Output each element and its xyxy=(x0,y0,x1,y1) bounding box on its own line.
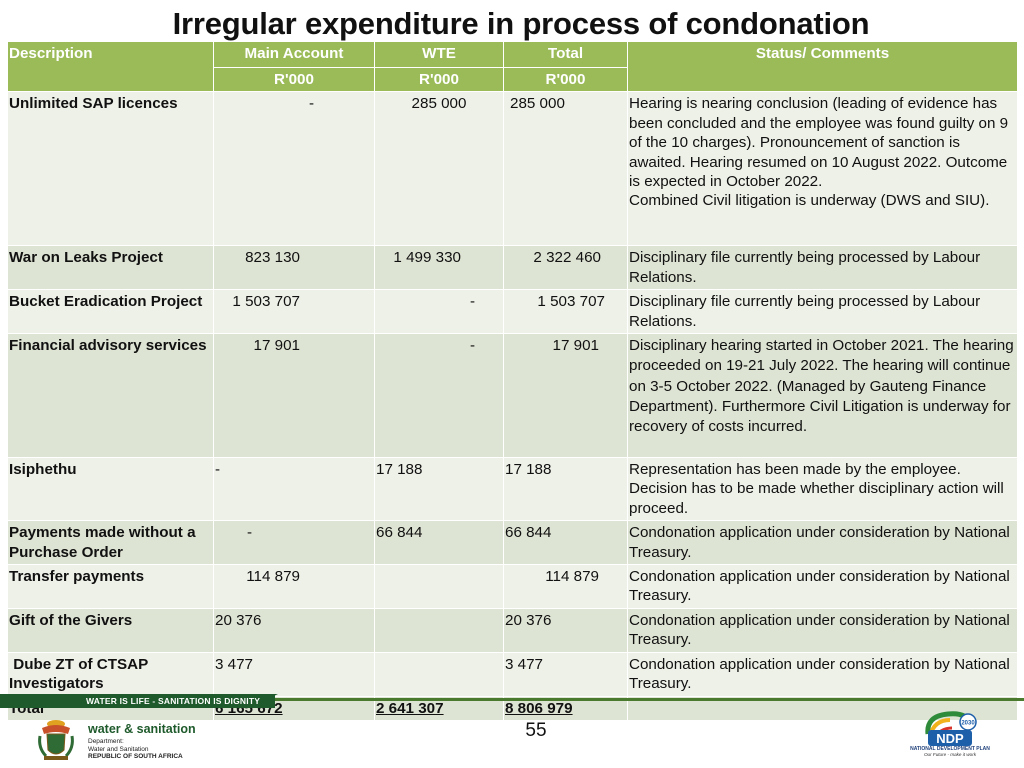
footer-band-line xyxy=(275,698,1024,701)
row-wte: - xyxy=(374,333,504,459)
row-description: Transfer payments xyxy=(7,564,214,609)
row-main-account: 823 130 xyxy=(213,245,375,291)
header-main-account: Main Account xyxy=(213,41,375,68)
row-description: War on Leaks Project xyxy=(7,245,214,291)
dws-sub-line: Water and Sanitation xyxy=(88,745,149,753)
row-total: 1 503 707 xyxy=(503,289,628,335)
row-total: 66 844 xyxy=(503,520,628,566)
row-description: Bucket Eradication Project xyxy=(7,289,214,335)
row-description: Dube ZT of CTSAP Investigators xyxy=(7,651,214,697)
footer-band: WATER IS LIFE - SANITATION IS DIGNITY xyxy=(0,694,1024,716)
row-wte: 1 499 330 xyxy=(374,245,504,291)
header-unit-main: R'000 xyxy=(213,66,375,93)
row-wte xyxy=(374,564,504,609)
row-total: 114 879 xyxy=(503,564,628,609)
dws-sub-line: REPUBLIC OF SOUTH AFRICA xyxy=(88,753,183,760)
row-wte: - xyxy=(374,289,504,335)
row-wte: 66 844 xyxy=(374,520,504,566)
dws-brand: water & sanitation xyxy=(88,722,196,736)
footer-band-bar xyxy=(0,694,275,708)
row-description: Payments made without a Purchase Order xyxy=(7,520,214,566)
row-main-account: 3 477 xyxy=(213,651,375,697)
row-main-account: 1 503 707 xyxy=(213,289,375,335)
ndp-name: NATIONAL DEVELOPMENT PLAN xyxy=(910,746,990,752)
row-wte xyxy=(374,607,504,653)
row-total: 2 322 460 xyxy=(503,245,628,291)
row-status: Representation has been made by the empl… xyxy=(627,457,1018,522)
row-total: 3 477 xyxy=(503,651,628,697)
row-main-account: - xyxy=(213,457,375,522)
row-status: Disciplinary hearing started in October … xyxy=(627,333,1018,459)
header-unit-total: R'000 xyxy=(503,66,628,93)
page-number: 55 xyxy=(525,720,547,741)
row-wte: 17 188 xyxy=(374,457,504,522)
row-status: Condonation application under considerat… xyxy=(627,520,1018,566)
row-wte xyxy=(374,651,504,697)
table-row: Transfer payments 114 879 114 879 Condon… xyxy=(7,564,1018,609)
header-total: Total xyxy=(503,41,628,68)
page-title: Irregular expenditure in process of cond… xyxy=(172,6,870,41)
row-main-account: - xyxy=(213,91,375,247)
row-main-account: 20 376 xyxy=(213,607,375,653)
footer-band-slant xyxy=(248,694,278,708)
row-description: Gift of the Givers xyxy=(7,607,214,653)
footer-slogan: WATER IS LIFE - SANITATION IS DIGNITY xyxy=(86,696,261,706)
row-status: Condonation application under considerat… xyxy=(627,607,1018,653)
ndp-tagline: Our Future - make it work xyxy=(923,752,977,757)
table-row: War on Leaks Project 823 130 1 499 330 2… xyxy=(7,245,1018,291)
ndp-logo-icon: NDP 2030 xyxy=(925,711,977,746)
header-unit-wte: R'000 xyxy=(374,66,504,93)
row-main-account: 17 901 xyxy=(213,333,375,459)
table-row: Dube ZT of CTSAP Investigators 3 477 3 4… xyxy=(7,651,1018,697)
table-row: Payments made without a Purchase Order -… xyxy=(7,520,1018,566)
row-description: Unlimited SAP licences xyxy=(7,91,214,247)
row-status: Condonation application under considerat… xyxy=(627,651,1018,697)
row-total: 20 376 xyxy=(503,607,628,653)
table-row: Gift of the Givers 20 376 20 376 Condona… xyxy=(7,607,1018,653)
ndp-year: 2030 xyxy=(961,721,975,727)
expenditure-table: Description Main Account WTE Total Statu… xyxy=(7,40,1018,721)
row-description: Financial advisory services xyxy=(7,333,214,459)
table-row: Bucket Eradication Project 1 503 707 - 1… xyxy=(7,289,1018,335)
table-row: Isiphethu - 17 188 17 188 Representation… xyxy=(7,457,1018,522)
dws-sub-line: Department: xyxy=(88,738,124,745)
ndp-logo: NDP 2030 NATIONAL DEVELOPMENT PLAN Our F… xyxy=(908,710,992,766)
row-wte: 285 000 xyxy=(374,91,504,247)
ndp-acronym: NDP xyxy=(936,731,964,746)
row-main-account: 114 879 xyxy=(213,564,375,609)
coat-of-arms-icon xyxy=(38,720,74,760)
row-status: Disciplinary file currently being proces… xyxy=(627,245,1018,291)
row-total: 285 000 xyxy=(503,91,628,247)
row-total: 17 901 xyxy=(503,333,628,459)
row-status: Hearing is nearing conclusion (leading o… xyxy=(627,91,1018,247)
row-status: Condonation application under considerat… xyxy=(627,564,1018,609)
row-main-account: - xyxy=(213,520,375,566)
table-row: Unlimited SAP licences - 285 000 285 000… xyxy=(7,91,1018,247)
header-status: Status/ Comments xyxy=(627,40,1018,93)
dws-logo: water & sanitation Department: Water and… xyxy=(36,718,206,766)
row-description: Isiphethu xyxy=(7,457,214,522)
dws-subtitle: Department: Water and Sanitation REPUBLI… xyxy=(88,738,208,761)
row-status: Disciplinary file currently being proces… xyxy=(627,289,1018,335)
table-row: Financial advisory services 17 901 - 17 … xyxy=(7,333,1018,459)
header-wte: WTE xyxy=(374,41,504,68)
row-total: 17 188 xyxy=(503,457,628,522)
header-description: Description xyxy=(7,40,214,93)
